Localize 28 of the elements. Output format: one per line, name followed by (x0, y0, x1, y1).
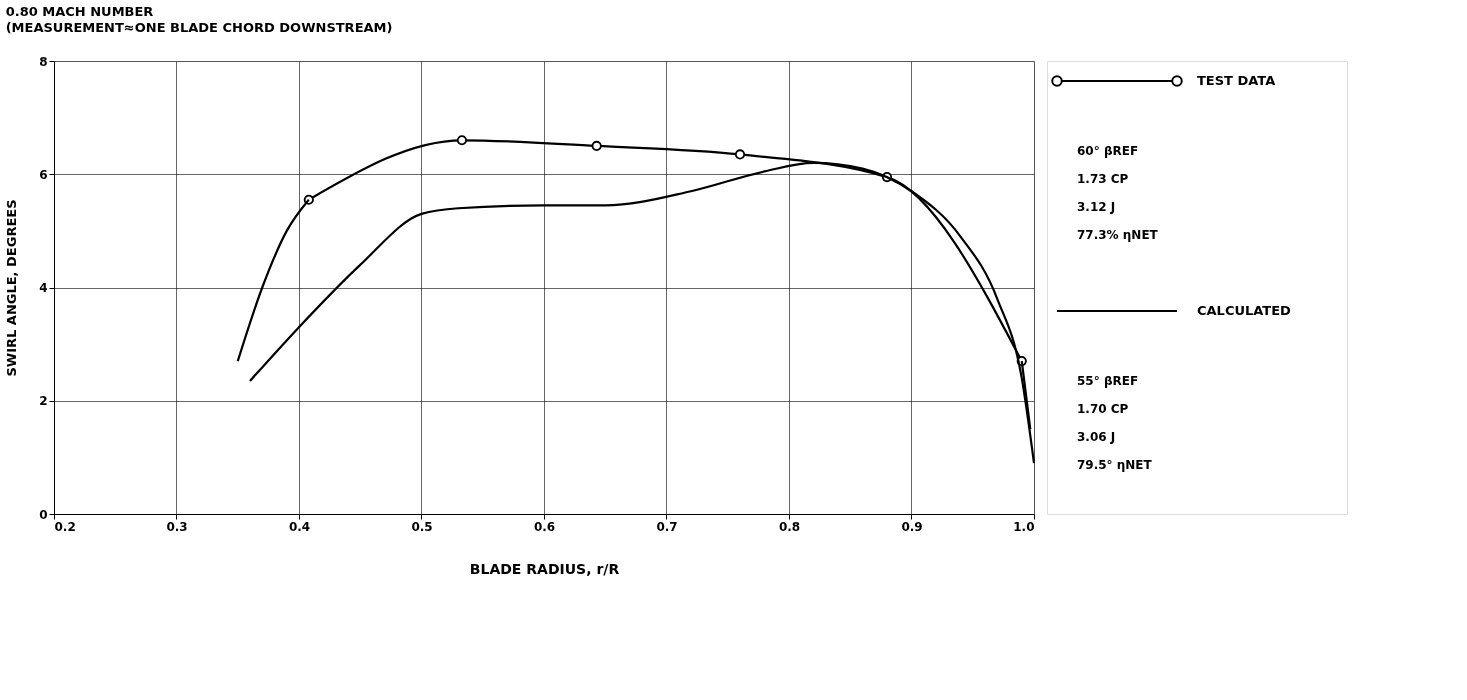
x-tick-label: 1.0 (1013, 519, 1035, 534)
x-tick-label: 0.6 (533, 519, 556, 534)
x-tick-label: 0.5 (411, 519, 433, 534)
y-tick-label: 2 (39, 394, 48, 409)
y-tick-label: 6 (39, 167, 48, 182)
x-tick-label: 0.3 (166, 519, 188, 534)
text: 3.12 J (1077, 200, 1116, 214)
x-tick-label: 0.9 (901, 519, 923, 534)
y-axis-title: SWIRL ANGLE, DEGREES (4, 199, 20, 377)
y-tick-label: 8 (39, 54, 48, 69)
y-tick-label: 0 (39, 507, 48, 522)
text: 77.3% ηNET (1077, 228, 1159, 242)
x-tick-label: 0.4 (288, 519, 311, 534)
x-tick-label: 0.8 (778, 519, 801, 534)
y-tick-label: 4 (39, 281, 48, 295)
text: 3.06 J (1077, 430, 1116, 444)
x-tick-label: 0.7 (656, 519, 678, 534)
text: 1.73 CP (1077, 172, 1129, 186)
text: CALCULATED (1197, 303, 1292, 318)
chart-title: 0.80 MACH NUMBER (5, 4, 154, 19)
chart-subtitle: (MEASUREMENT≈ONE BLADE CHORD DOWNSTREAM) (5, 20, 393, 35)
text: 60° βREF (1077, 144, 1139, 158)
x-tick-label: 0.2 (54, 519, 76, 534)
text: 1.70 CP (1077, 402, 1129, 416)
text: 55° βREF (1077, 374, 1139, 388)
legend-label: TEST DATA (1197, 73, 1276, 88)
text: 79.5° ηNET (1077, 458, 1153, 472)
x-axis-title: BLADE RADIUS, r/R (469, 560, 620, 577)
